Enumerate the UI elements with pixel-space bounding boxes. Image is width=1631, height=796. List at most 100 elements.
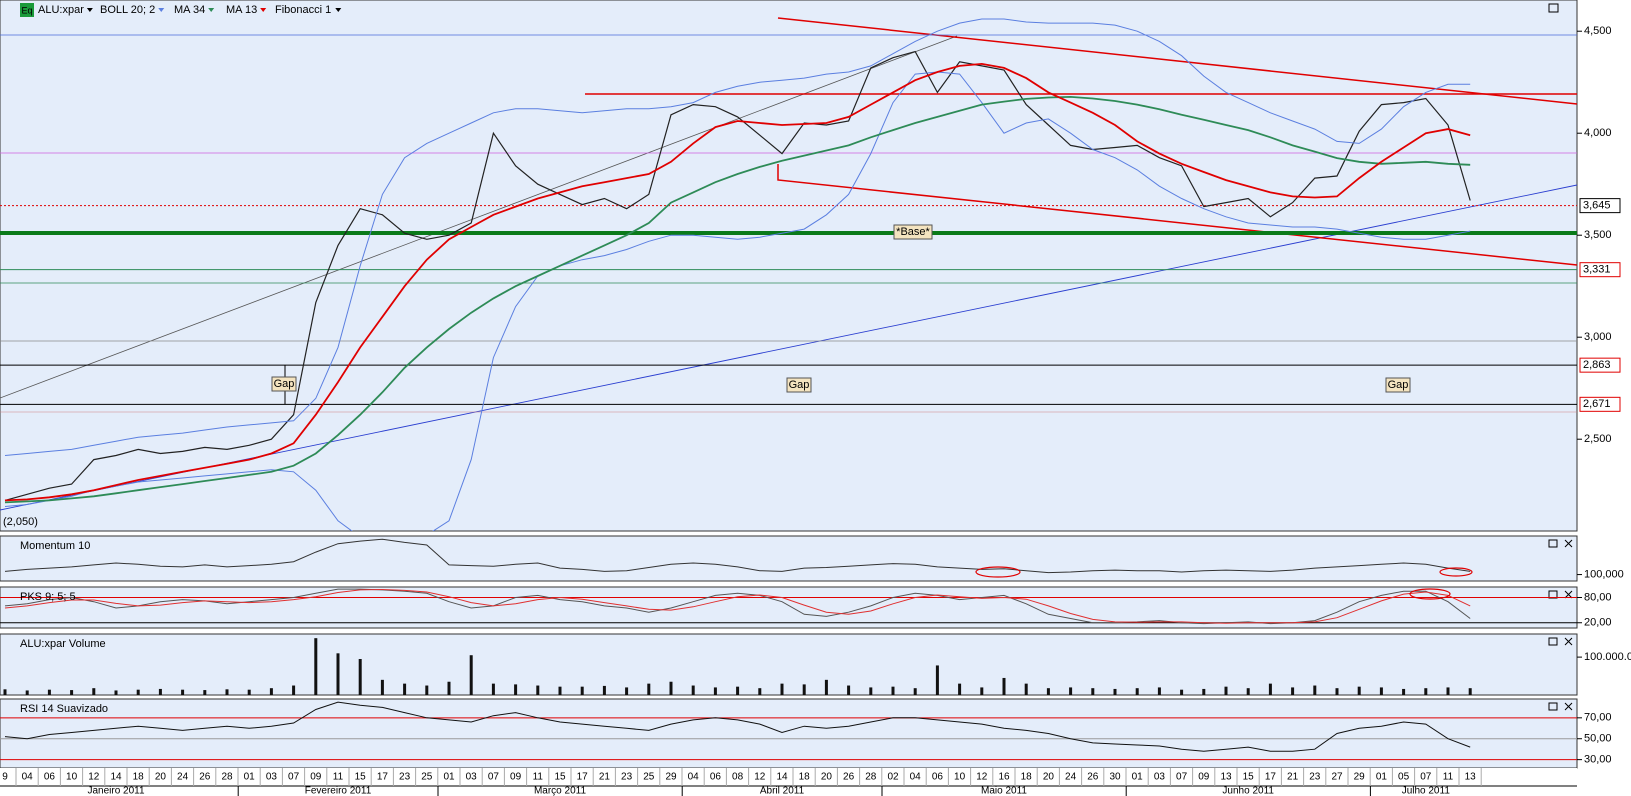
legend-entry[interactable]: ALU:xpar xyxy=(38,4,84,16)
panel-plot xyxy=(4,538,1471,574)
x-tick-label: 28 xyxy=(221,772,233,783)
x-tick-label: 26 xyxy=(199,772,211,783)
volume-bar xyxy=(1335,688,1339,695)
close-button[interactable] xyxy=(1564,539,1573,548)
x-tick-label: 08 xyxy=(732,772,744,783)
volume-bar xyxy=(780,683,784,695)
level-label: 3,331 xyxy=(1583,264,1611,276)
legend-entry[interactable]: BOLL 20; 2 xyxy=(100,4,155,16)
highlight-ellipse xyxy=(1409,588,1451,600)
x-tick-label: 01 xyxy=(244,772,256,783)
annotation: Gap xyxy=(1388,379,1409,391)
legend-entry[interactable]: Fibonacci 1 xyxy=(275,4,331,16)
y-tick-label: 30,00 xyxy=(1584,754,1612,766)
low-label: (2,050) xyxy=(3,516,38,528)
level-label: 2,863 xyxy=(1583,359,1611,371)
panel-title: PKS 9; 5; 5 xyxy=(20,591,76,603)
volume-bar xyxy=(292,685,296,695)
volume-bar xyxy=(158,688,162,695)
volume-bar xyxy=(1402,688,1406,695)
volume-bar xyxy=(1069,687,1073,695)
x-tick-label: 04 xyxy=(688,772,700,783)
volume-bar xyxy=(935,665,939,695)
x-tick-label: 15 xyxy=(355,772,367,783)
month-label: Março 2011 xyxy=(534,786,587,796)
y-tick-label: 50,00 xyxy=(1584,733,1612,745)
close-button[interactable] xyxy=(1564,590,1573,599)
x-tick-label: 20 xyxy=(821,772,833,783)
indicator-line xyxy=(4,701,1471,752)
volume-bar xyxy=(980,687,984,695)
x-tick-label: 01 xyxy=(443,772,455,783)
panel-background xyxy=(0,535,1578,582)
volume-bar xyxy=(25,690,29,695)
x-tick-label: 24 xyxy=(177,772,189,783)
annotation-box xyxy=(271,376,297,392)
x-tick-label: 18 xyxy=(133,772,145,783)
x-tick-label: 29 xyxy=(665,772,677,783)
volume-bar xyxy=(47,689,51,695)
volume-bar xyxy=(824,679,828,695)
y-tick-label: 20,00 xyxy=(1584,617,1612,629)
y-tick-label: 70,00 xyxy=(1584,712,1612,724)
volume-bar xyxy=(1135,688,1139,695)
x-tick-label: 09 xyxy=(1198,772,1210,783)
volume-bar xyxy=(3,689,7,695)
annotation-box xyxy=(1385,377,1411,393)
x-tick-label: 20 xyxy=(1043,772,1055,783)
x-tick-label: 17 xyxy=(1265,772,1277,783)
volume-bar xyxy=(269,688,273,695)
x-tick-label: 13 xyxy=(1220,772,1232,783)
volume-bar xyxy=(802,684,806,695)
legend-entry[interactable]: MA 13 xyxy=(226,4,257,16)
volume-bar xyxy=(70,690,74,695)
x-tick-label: 18 xyxy=(1021,772,1033,783)
x-tick-label: 10 xyxy=(954,772,966,783)
close-button[interactable] xyxy=(1564,637,1573,646)
x-tick-label: 28 xyxy=(865,772,877,783)
volume-bar xyxy=(625,687,629,695)
legend-arrow xyxy=(335,8,342,12)
volume-bar xyxy=(425,685,429,695)
x-tick-label: 12 xyxy=(88,772,100,783)
volume-bar xyxy=(247,689,251,695)
level-label: 2,671 xyxy=(1583,398,1611,410)
y-tick-label: 100,000 xyxy=(1584,568,1624,580)
x-tick-label: 09 xyxy=(310,772,322,783)
volume-bar xyxy=(1246,688,1250,695)
x-tick-label: 17 xyxy=(377,772,389,783)
window-button[interactable] xyxy=(1548,539,1558,548)
x-tick-label: 03 xyxy=(1154,772,1166,783)
close-button[interactable] xyxy=(1564,702,1573,711)
indicator-line xyxy=(4,588,1471,624)
x-tick-label: 21 xyxy=(599,772,611,783)
x-tick-label: 27 xyxy=(1331,772,1343,783)
volume-bar xyxy=(847,685,851,695)
month-label: Janeiro 2011 xyxy=(87,786,145,796)
app-icon xyxy=(20,3,34,17)
volume-bar xyxy=(758,688,762,695)
trend-line xyxy=(777,164,1578,266)
indicator-line xyxy=(4,95,1471,504)
indicator-line xyxy=(4,62,1471,502)
legend-arrow xyxy=(86,8,93,12)
x-tick-label: 14 xyxy=(110,772,122,783)
window-button[interactable] xyxy=(1548,3,1559,13)
x-tick-label: 04 xyxy=(22,772,34,783)
x-tick-label: 11 xyxy=(333,772,344,783)
x-tick-label: 15 xyxy=(554,772,566,783)
x-tick-label: 06 xyxy=(932,772,944,783)
legend-entry[interactable]: MA 34 xyxy=(174,4,205,16)
volume-bar xyxy=(602,685,606,695)
volume-bar xyxy=(181,689,185,695)
level-label-box xyxy=(1579,198,1621,214)
month-label: Fevereiro 2011 xyxy=(305,786,372,796)
window-button[interactable] xyxy=(1548,637,1558,646)
volume-bar xyxy=(869,687,873,695)
date-axis xyxy=(0,768,1577,796)
level-label-box xyxy=(1579,262,1621,278)
month-label: Julho 2011 xyxy=(1402,786,1451,796)
x-tick-label: 15 xyxy=(1243,772,1255,783)
window-button[interactable] xyxy=(1548,702,1558,711)
annotation-box xyxy=(786,377,812,393)
